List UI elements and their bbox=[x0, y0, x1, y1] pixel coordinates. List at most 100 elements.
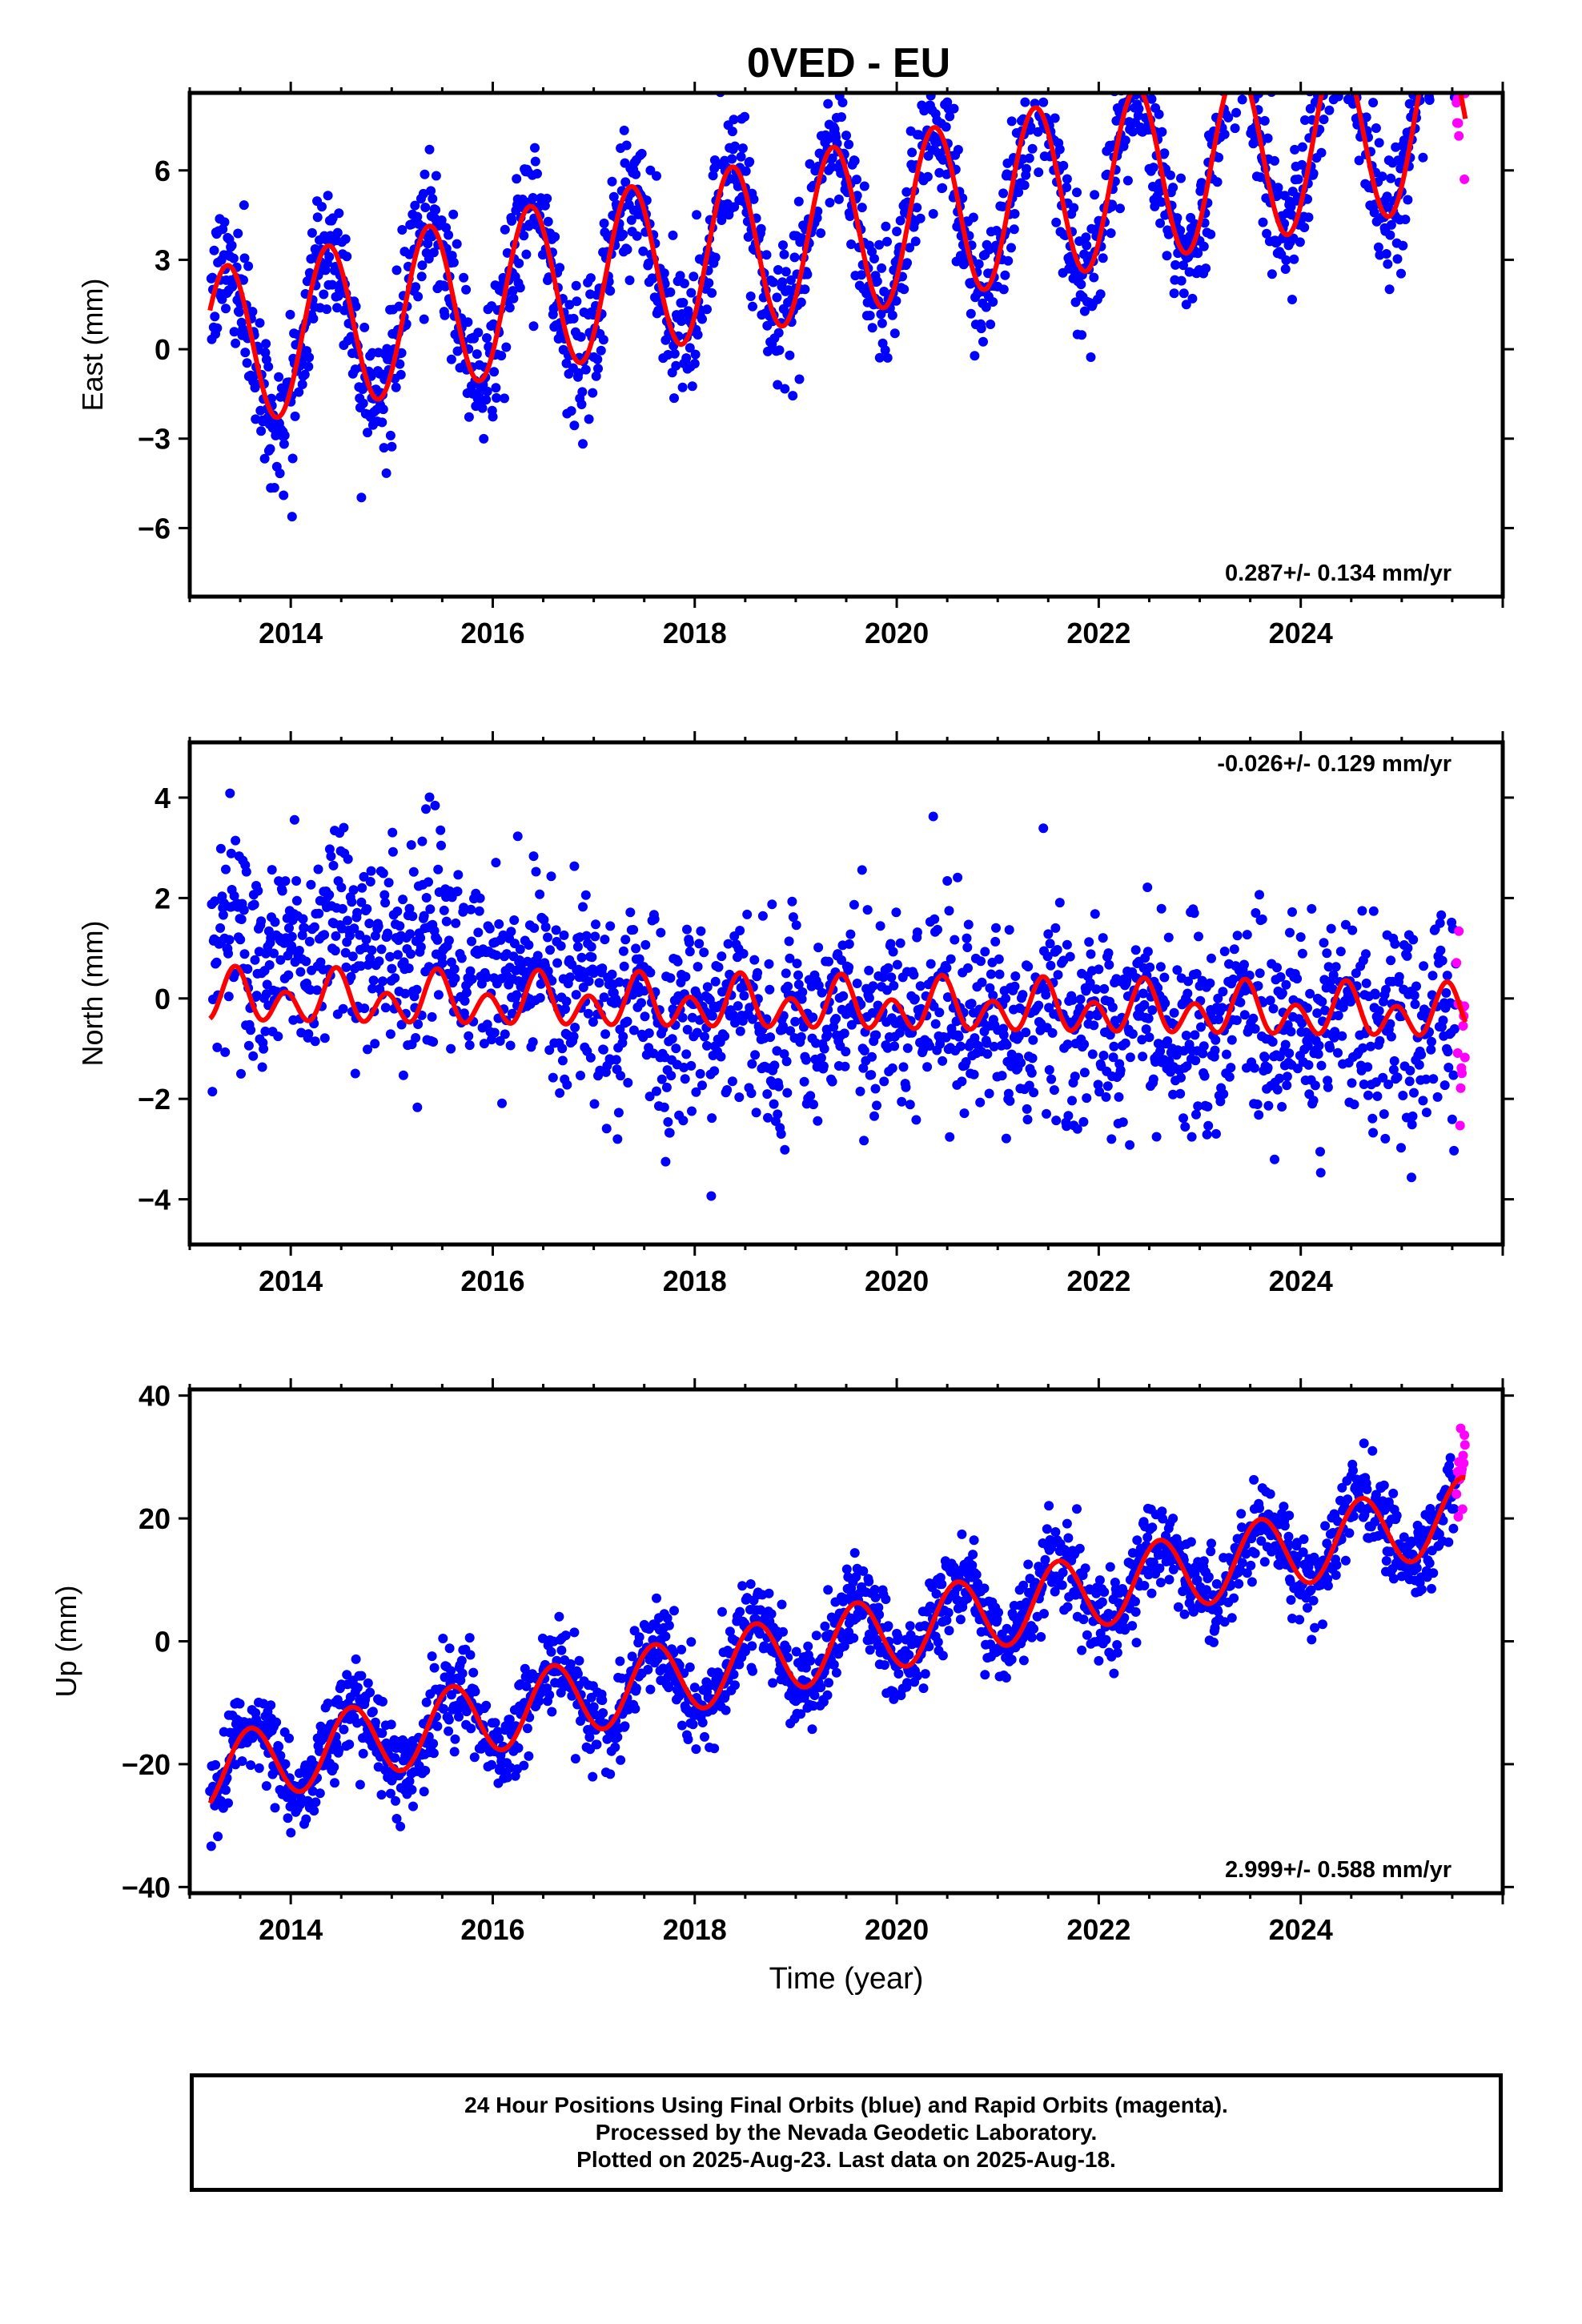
final-orbit-point bbox=[620, 177, 631, 187]
final-orbit-point bbox=[1186, 1132, 1197, 1142]
final-orbit-point bbox=[598, 1044, 608, 1055]
final-orbit-point bbox=[1327, 984, 1338, 995]
final-orbit-point bbox=[1191, 969, 1202, 979]
final-orbit-point bbox=[274, 1742, 284, 1751]
final-orbit-point bbox=[622, 1016, 632, 1027]
final-orbit-point bbox=[773, 380, 783, 390]
final-orbit-point bbox=[1148, 163, 1158, 173]
x-tick-label: 2016 bbox=[460, 1265, 524, 1297]
final-orbit-point bbox=[1004, 925, 1014, 935]
final-orbit-point bbox=[1263, 133, 1273, 143]
final-orbit-point bbox=[1448, 1070, 1459, 1080]
final-orbit-point bbox=[1142, 947, 1153, 957]
final-orbit-point bbox=[250, 955, 260, 965]
final-orbit-point bbox=[968, 212, 978, 223]
final-orbit-point bbox=[1354, 155, 1364, 166]
final-orbit-point bbox=[709, 1743, 720, 1754]
final-orbit-point bbox=[781, 968, 791, 979]
final-orbit-point bbox=[449, 1747, 460, 1757]
final-orbit-point bbox=[500, 224, 510, 235]
final-orbit-point bbox=[494, 1734, 504, 1744]
final-orbit-point bbox=[1138, 988, 1148, 999]
final-orbit-point bbox=[750, 1050, 761, 1060]
final-orbit-point bbox=[1319, 115, 1329, 125]
final-orbit-point bbox=[1359, 1080, 1369, 1089]
final-orbit-point bbox=[1074, 1003, 1085, 1013]
final-orbit-point bbox=[1115, 203, 1125, 214]
final-orbit-point bbox=[997, 1071, 1007, 1081]
final-orbit-point bbox=[1000, 270, 1010, 280]
final-orbit-point bbox=[1280, 264, 1291, 274]
final-orbit-point bbox=[1021, 1027, 1031, 1038]
final-orbit-point bbox=[428, 194, 438, 204]
final-orbit-point bbox=[1388, 1064, 1399, 1075]
final-orbit-point bbox=[556, 1645, 567, 1655]
final-orbit-point bbox=[1439, 1080, 1450, 1091]
final-orbit-point bbox=[500, 1029, 510, 1039]
final-orbit-point bbox=[755, 1605, 765, 1615]
final-orbit-point bbox=[280, 876, 291, 887]
final-orbit-point bbox=[304, 936, 315, 947]
final-orbit-point bbox=[1166, 170, 1175, 180]
final-orbit-point bbox=[345, 931, 355, 941]
final-orbit-point bbox=[773, 1081, 784, 1092]
final-orbit-point bbox=[1366, 1041, 1375, 1051]
final-orbit-point bbox=[1182, 1061, 1192, 1072]
final-orbit-point bbox=[437, 958, 448, 968]
final-orbit-point bbox=[977, 977, 987, 987]
final-orbit-point bbox=[1443, 0, 1453, 10]
final-orbit-point bbox=[869, 254, 879, 263]
final-orbit-point bbox=[946, 954, 956, 964]
final-orbit-point bbox=[467, 936, 476, 947]
rapid-orbit-point bbox=[1457, 1068, 1467, 1079]
final-orbit-point bbox=[472, 349, 482, 360]
final-orbit-point bbox=[1079, 1068, 1090, 1078]
final-orbit-point bbox=[685, 947, 695, 957]
final-orbit-point bbox=[324, 251, 335, 262]
final-orbit-point bbox=[820, 1621, 830, 1631]
final-orbit-point bbox=[544, 1045, 555, 1055]
final-orbit-point bbox=[1118, 1117, 1128, 1128]
final-orbit-point bbox=[592, 354, 603, 364]
final-orbit-point bbox=[323, 191, 333, 201]
final-orbit-point bbox=[878, 972, 889, 983]
final-orbit-point bbox=[1175, 1088, 1186, 1099]
final-orbit-point bbox=[831, 1014, 841, 1023]
final-orbit-point bbox=[1180, 1122, 1191, 1132]
final-orbit-point bbox=[1155, 962, 1166, 972]
final-orbit-point bbox=[408, 911, 418, 922]
final-orbit-point bbox=[465, 1650, 476, 1660]
final-orbit-point bbox=[599, 218, 609, 228]
final-orbit-point bbox=[833, 194, 844, 204]
final-orbit-point bbox=[406, 840, 416, 850]
final-orbit-point bbox=[1079, 1039, 1090, 1049]
final-orbit-point bbox=[387, 963, 397, 974]
final-orbit-point bbox=[685, 1662, 695, 1672]
final-orbit-point bbox=[717, 951, 727, 962]
final-orbit-point bbox=[1242, 42, 1251, 52]
final-orbit-point bbox=[1081, 232, 1091, 243]
final-orbit-point bbox=[1427, 971, 1438, 981]
east-rate-label: 0.287+/- 0.134 mm/yr bbox=[1225, 561, 1452, 586]
final-orbit-point bbox=[565, 972, 576, 983]
final-orbit-point bbox=[326, 851, 336, 862]
final-orbit-point bbox=[949, 103, 959, 114]
final-orbit-point bbox=[898, 1062, 909, 1072]
final-orbit-point bbox=[492, 950, 502, 960]
final-orbit-point bbox=[351, 301, 361, 312]
final-orbit-point bbox=[764, 1588, 774, 1598]
final-orbit-point bbox=[1052, 945, 1062, 955]
final-orbit-point bbox=[1045, 939, 1055, 949]
final-orbit-point bbox=[1451, 47, 1460, 57]
final-orbit-point bbox=[451, 918, 461, 928]
final-orbit-point bbox=[710, 252, 721, 263]
final-orbit-point bbox=[779, 249, 789, 259]
final-orbit-point bbox=[827, 153, 837, 163]
final-orbit-point bbox=[285, 309, 295, 320]
final-orbit-point bbox=[652, 171, 661, 181]
final-orbit-point bbox=[306, 879, 316, 890]
final-orbit-point bbox=[1400, 215, 1411, 224]
final-orbit-point bbox=[342, 251, 352, 262]
final-orbit-point bbox=[745, 292, 756, 301]
final-orbit-point bbox=[374, 956, 384, 967]
